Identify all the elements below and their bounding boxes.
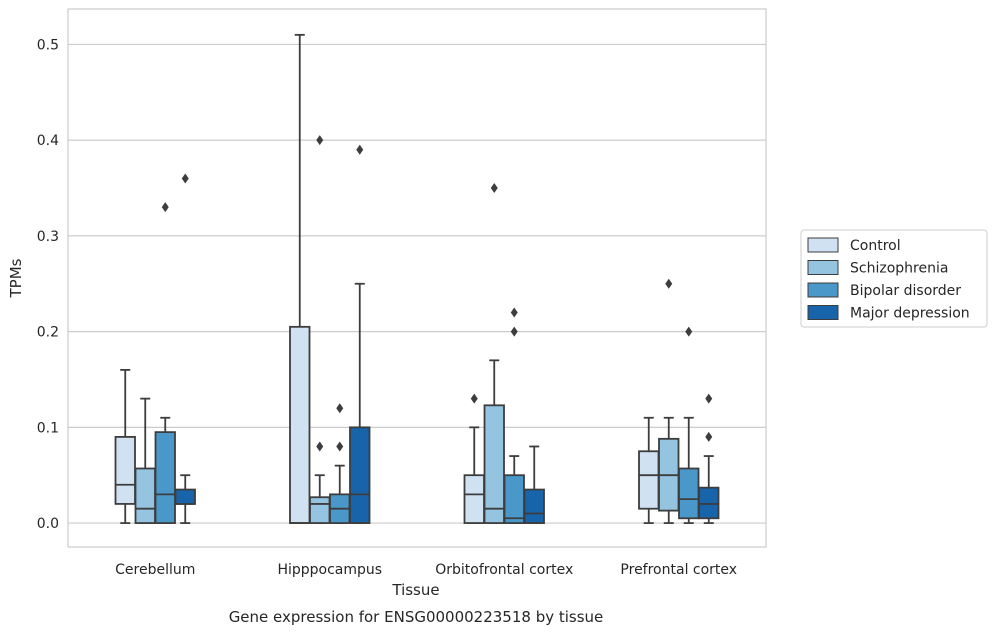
outlier-point — [705, 431, 713, 442]
outlier-point — [685, 326, 693, 337]
y-tick-label: 0.0 — [37, 516, 59, 532]
box-iqr — [134, 467, 156, 524]
box-iqr — [463, 474, 485, 524]
boxes — [114, 33, 720, 524]
legend-swatch — [807, 260, 839, 275]
box-iqr — [114, 436, 136, 505]
box-0-1 — [134, 397, 156, 524]
y-tick-label: 0.5 — [37, 37, 59, 53]
outlier-point — [510, 326, 518, 337]
legend: Control Schizophrenia Bipolar disorder Majo… — [800, 229, 988, 328]
box-iqr — [698, 486, 720, 520]
outlier-point — [356, 144, 364, 155]
legend-entry: Control — [850, 238, 901, 254]
x-tick-label: Cerebellum — [115, 562, 195, 578]
box-iqr — [523, 488, 545, 524]
box-iqr — [309, 496, 331, 524]
outlier-point — [665, 278, 673, 289]
outlier-point — [336, 403, 344, 414]
y-axis-label: TPMs — [7, 258, 25, 298]
y-tick-label: 0.4 — [37, 133, 59, 149]
outlier-point — [705, 393, 713, 404]
box-iqr — [503, 474, 525, 524]
outlier-point — [181, 173, 189, 184]
box-0-3 — [174, 173, 196, 524]
outlier-point — [490, 183, 498, 194]
outlier-point — [470, 393, 478, 404]
outlier-point — [161, 202, 169, 213]
y-tick-label: 0.2 — [37, 325, 59, 341]
box-iqr — [174, 488, 196, 505]
legend-frame — [800, 229, 988, 328]
figure-caption: Gene expression for ENSG00000223518 by t… — [229, 608, 604, 626]
box-3-1 — [658, 278, 680, 524]
outlier-point — [336, 441, 344, 452]
x-tick-label: Prefrontal cortex — [620, 562, 737, 578]
box-iqr — [289, 325, 311, 524]
y-tick-label: 0.1 — [37, 420, 59, 436]
x-axis-ticks: Cerebellum Hipppocampus Orbitofrontal cort… — [115, 562, 737, 578]
y-axis-ticks: 0.0 0.1 0.2 0.3 0.4 0.5 — [37, 37, 59, 532]
y-tick-label: 0.3 — [37, 229, 59, 245]
legend-swatch — [807, 305, 839, 320]
outlier-point — [316, 135, 324, 146]
box-2-1 — [483, 183, 505, 524]
x-tick-label: Hipppocampus — [277, 562, 382, 578]
box-2-2 — [503, 307, 525, 524]
box-1-1 — [309, 135, 331, 524]
legend-swatch — [807, 282, 839, 298]
box-0-2 — [154, 202, 176, 524]
outlier-point — [510, 307, 518, 318]
box-1-3 — [349, 144, 371, 524]
box-3-3 — [698, 393, 720, 524]
legend-entry: Major depression — [850, 306, 970, 322]
legend-entry: Bipolar disorder — [850, 283, 961, 299]
box-3-2 — [678, 326, 700, 524]
legend-entry: Schizophrenia — [850, 261, 948, 277]
box-1-0 — [289, 33, 311, 524]
box-2-3 — [523, 445, 545, 524]
box-iqr — [678, 467, 700, 520]
box-1-2 — [329, 403, 351, 524]
outlier-point — [316, 441, 324, 452]
box-iqr — [483, 404, 505, 524]
box-iqr — [638, 450, 660, 510]
box-iqr — [154, 431, 176, 524]
x-tick-label: Orbitofrontal cortex — [435, 562, 573, 578]
box-iqr — [349, 426, 371, 524]
legend-swatch — [807, 237, 839, 253]
x-axis-label: Tissue — [391, 581, 439, 599]
